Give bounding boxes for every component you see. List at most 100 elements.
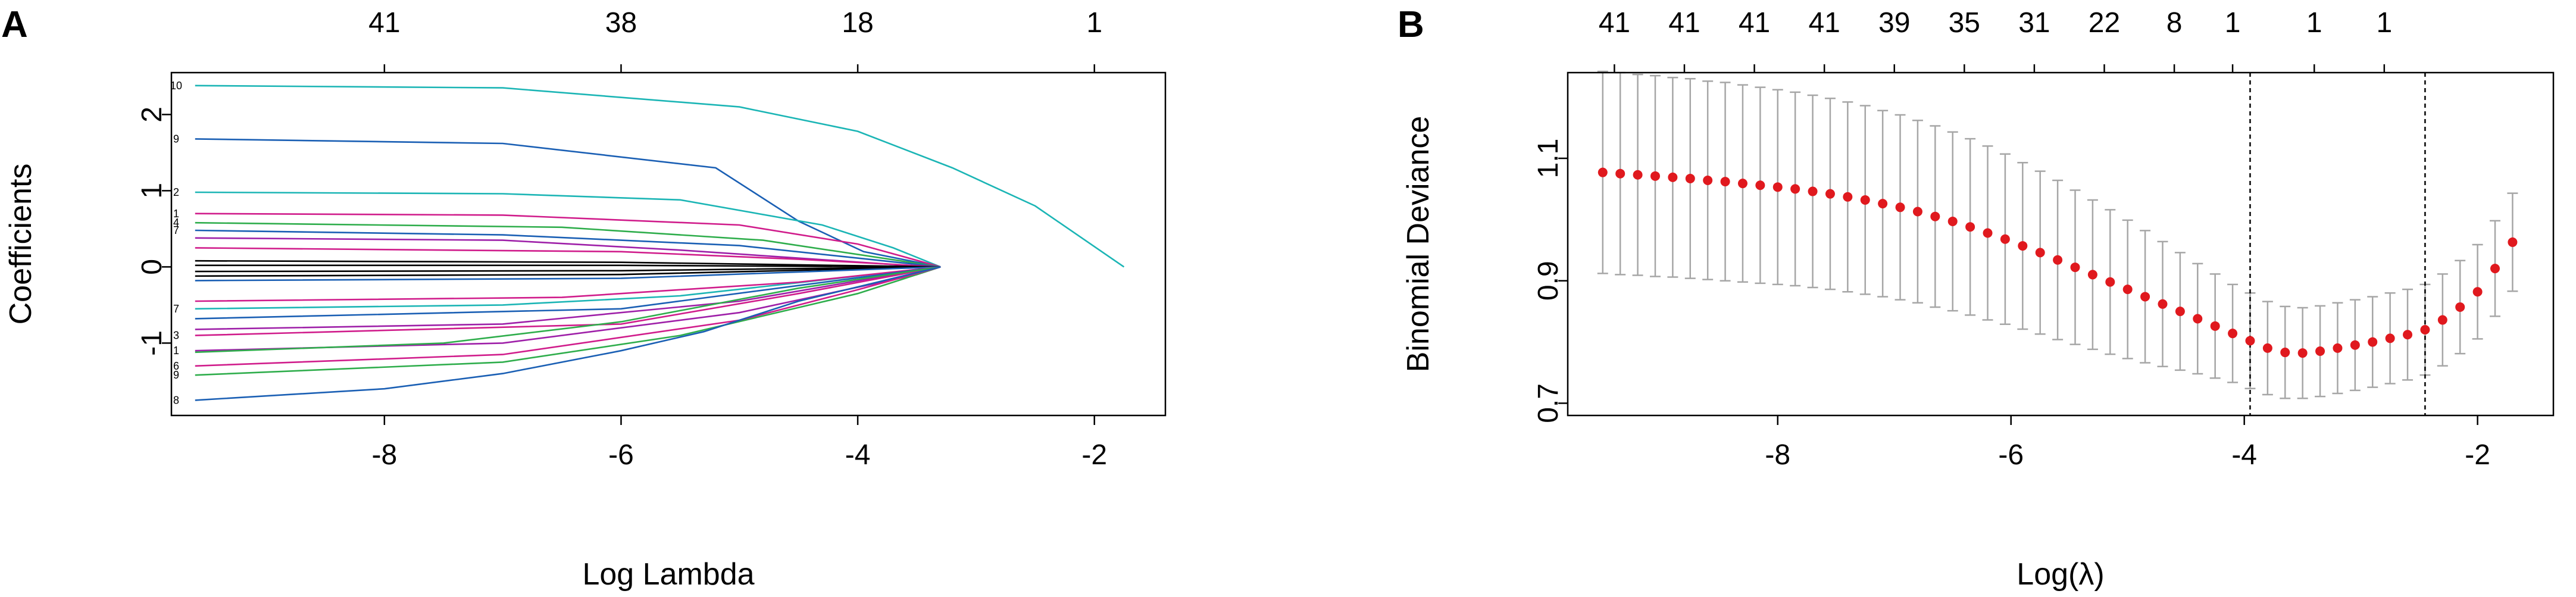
panel-a-letter: A <box>1 4 28 45</box>
deviance-points <box>1598 167 2518 358</box>
coefficient-path-1 <box>195 85 1125 268</box>
top-tick-label: 1 <box>2225 7 2241 39</box>
deviance-point <box>2297 348 2308 358</box>
x-tick-label: -4 <box>2231 439 2257 471</box>
coefficient-path-18 <box>195 266 941 336</box>
panel-b-plot-frame <box>1567 71 2555 417</box>
path-label: 10 <box>170 80 182 92</box>
path-label: 2 <box>173 186 179 198</box>
deviance-point <box>2333 343 2343 353</box>
coefficient-path-10 <box>195 264 941 268</box>
top-tick-label: 8 <box>2167 7 2183 39</box>
path-label: 1 <box>173 345 179 357</box>
deviance-point <box>2315 346 2325 356</box>
top-tick-label: 41 <box>1668 7 1700 39</box>
coefficient-path-16 <box>195 266 941 320</box>
coefficient-path-5 <box>195 221 941 268</box>
deviance-point <box>2018 241 2028 251</box>
x-tick-label: -2 <box>1081 439 1107 471</box>
coefficient-path-15 <box>195 266 941 302</box>
deviance-point <box>1860 195 1870 205</box>
panel-b-binomial-deviance-chart: -8 -6 -4 -2 0.7 0.9 1.1 41 41 41 41 39 35 31 22 8 1 1 1 Log… <box>1401 7 2555 592</box>
top-tick-label: 41 <box>1599 7 1630 39</box>
deviance-point <box>2228 329 2238 339</box>
top-tick-label: 1 <box>1086 7 1102 39</box>
deviance-point <box>2385 333 2395 343</box>
deviance-point <box>1965 222 1975 232</box>
deviance-point <box>2193 314 2203 324</box>
deviance-point <box>1703 176 1713 186</box>
deviance-point <box>2175 307 2185 317</box>
deviance-point <box>1912 207 1922 217</box>
deviance-point <box>1878 199 1888 209</box>
y-tick-label: 2 <box>136 107 168 123</box>
coefficient-paths <box>195 85 1125 401</box>
top-tick-label: 41 <box>1739 7 1770 39</box>
deviance-point <box>1737 179 1747 189</box>
deviance-point <box>2000 234 2010 244</box>
path-label: 9 <box>173 369 179 381</box>
panel-b-letter: B <box>1398 4 1424 45</box>
coefficient-path-20 <box>195 266 941 354</box>
deviance-point <box>1790 184 1800 194</box>
deviance-point <box>1983 228 1993 238</box>
deviance-point <box>1633 170 1643 180</box>
path-label: 8 <box>173 394 179 406</box>
deviance-point <box>2245 336 2255 346</box>
deviance-point <box>1720 177 1730 187</box>
deviance-point <box>2368 337 2378 347</box>
x-axis-label: Log Lambda <box>582 557 754 592</box>
top-tick-label: 41 <box>1808 7 1840 39</box>
y-tick-label: 1.1 <box>1533 139 1564 179</box>
coefficient-path-4 <box>195 212 941 268</box>
deviance-point <box>1598 167 1608 177</box>
deviance-point <box>1825 189 1835 199</box>
deviance-point <box>2280 348 2290 358</box>
top-tick-label: 22 <box>2089 7 2120 39</box>
deviance-point <box>1843 192 1853 202</box>
coefficient-path-7 <box>195 237 929 268</box>
coefficient-path-11 <box>195 266 941 273</box>
deviance-point <box>2508 237 2518 247</box>
coefficient-path-13 <box>195 266 941 282</box>
deviance-point <box>1755 180 1765 190</box>
deviance-point <box>1685 173 1695 183</box>
top-tick-label: 1 <box>2306 7 2322 39</box>
top-tick-label: 39 <box>1878 7 1910 39</box>
coefficient-path-12 <box>195 266 941 277</box>
coefficient-path-2 <box>195 138 941 268</box>
deviance-point <box>1772 182 1783 192</box>
x-tick-label: -6 <box>608 439 634 471</box>
x-tick-label: -8 <box>1765 439 1790 471</box>
coefficient-path-23 <box>195 266 941 401</box>
deviance-point <box>1930 211 1940 221</box>
deviance-point <box>2403 330 2413 340</box>
deviance-point <box>2105 277 2115 287</box>
deviance-point <box>2262 343 2272 353</box>
x-tick-label: -4 <box>845 439 871 471</box>
path-label: 6 <box>173 360 179 372</box>
deviance-point <box>2455 302 2465 312</box>
top-tick-label: 41 <box>368 7 400 39</box>
y-tick-label: 0 <box>136 259 168 275</box>
path-label: 7 <box>173 303 179 315</box>
deviance-point <box>2350 340 2360 350</box>
path-label: 4 <box>173 217 179 229</box>
y-tick-label: 1 <box>136 183 168 199</box>
coefficient-path-8 <box>195 247 941 268</box>
y-tick-label: 0.9 <box>1533 261 1564 301</box>
deviance-point <box>2070 262 2080 273</box>
deviance-point <box>1668 172 1678 182</box>
top-tick-label: 1 <box>2376 7 2392 39</box>
deviance-point <box>1947 216 1958 226</box>
deviance-point <box>1650 171 1660 181</box>
top-tick-label: 35 <box>1949 7 1980 39</box>
y-axis-label: Coefficients <box>4 164 38 325</box>
deviance-point <box>1895 202 1905 212</box>
x-tick-label: -8 <box>372 439 398 471</box>
deviance-point <box>1615 168 1625 179</box>
top-tick-label: 18 <box>842 7 873 39</box>
deviance-point <box>2420 325 2430 335</box>
top-tick-label: 38 <box>605 7 637 39</box>
